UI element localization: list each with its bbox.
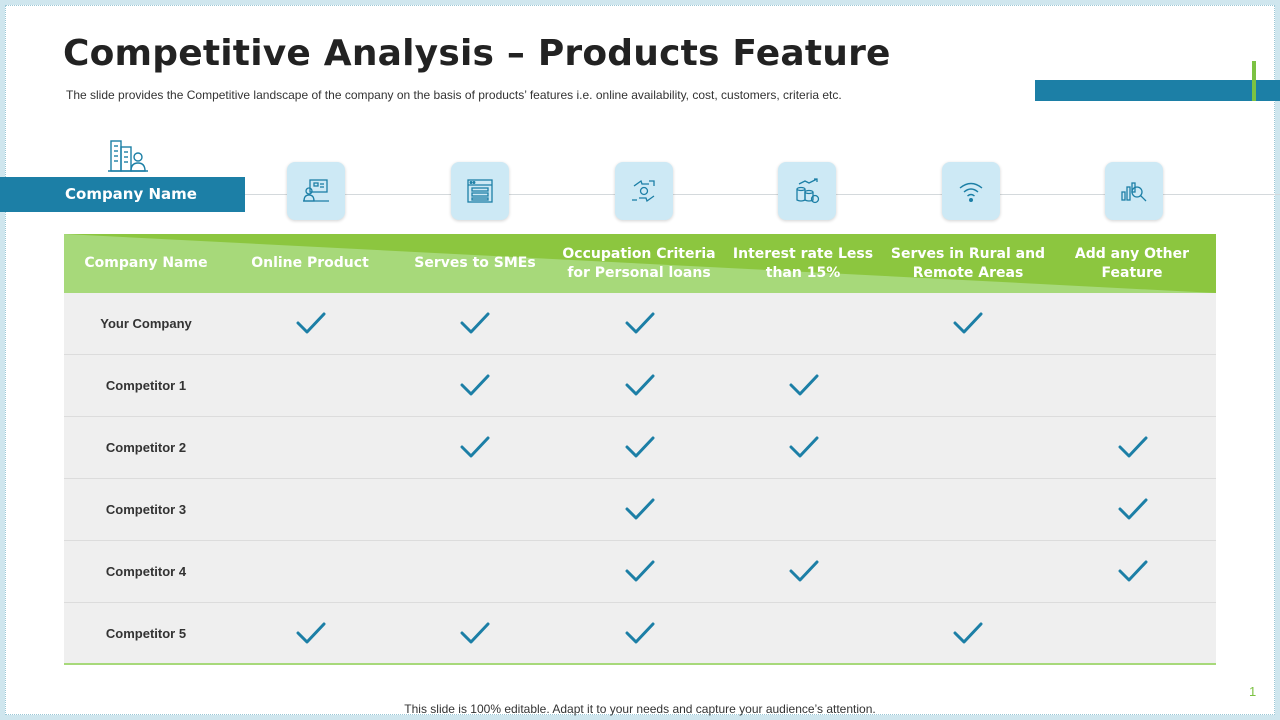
- row-company-name: Competitor 4: [105, 564, 187, 579]
- checkmark-icon: [460, 312, 490, 334]
- checkmark-icon: [789, 436, 819, 458]
- hand-money-exchange-icon: [632, 179, 655, 203]
- checkmark-icon: [460, 436, 490, 458]
- column-header-company: Company Name: [84, 255, 208, 271]
- table-row: Your Company: [64, 293, 1216, 355]
- page-subtitle: The slide provides the Competitive lands…: [66, 88, 842, 102]
- table-row: Competitor 4: [64, 541, 1216, 603]
- building-person-icon: [108, 140, 148, 172]
- checkmark-icon: [789, 560, 819, 582]
- table-row: Competitor 2: [64, 417, 1216, 479]
- checkmark-icon: [1118, 498, 1148, 520]
- feature-icon-tile: [451, 162, 509, 220]
- table-row: Competitor 3: [64, 479, 1216, 541]
- checkmark-icon: [953, 312, 983, 334]
- footer-note: This slide is 100% editable. Adapt it to…: [404, 702, 876, 716]
- feature-icon-tile: [942, 162, 1000, 220]
- checkmark-icon: [625, 498, 655, 520]
- company-name-bar: Company Name: [0, 177, 245, 212]
- column-header-online-product: Online Product: [251, 255, 369, 271]
- online-presenter-icon: [303, 179, 329, 202]
- checkmark-icon: [460, 622, 490, 644]
- column-header-other-feature: Add any Other Feature: [1074, 245, 1190, 281]
- row-company-name: Competitor 3: [105, 502, 187, 517]
- row-company-name: Your Company: [100, 316, 192, 331]
- table-row: Competitor 5: [64, 603, 1216, 665]
- checkmark-icon: [789, 374, 819, 396]
- chart-magnifier-icon: [1121, 182, 1147, 202]
- feature-comparison-table: Company Name Online Product Serves to SM…: [64, 234, 1216, 665]
- accent-tick: [1252, 61, 1256, 101]
- coins-growth-icon: [796, 178, 820, 204]
- page-title: Competitive Analysis – Products Feature: [63, 33, 891, 74]
- feature-icon-tile: [615, 162, 673, 220]
- table-row: Competitor 1: [64, 355, 1216, 417]
- accent-bar: [1035, 80, 1280, 101]
- checkmark-icon: [1118, 436, 1148, 458]
- row-company-name: Competitor 1: [105, 378, 187, 393]
- table-header: Company Name Online Product Serves to SM…: [64, 234, 1216, 293]
- page-number: 1: [1249, 684, 1257, 699]
- feature-icon-tile: [287, 162, 345, 220]
- checkmark-icon: [625, 312, 655, 334]
- checkmark-icon: [625, 560, 655, 582]
- row-company-name: Competitor 2: [105, 440, 187, 455]
- checkmark-icon: [296, 622, 326, 644]
- browser-window-icon: [467, 179, 493, 203]
- checkmark-icon: [625, 374, 655, 396]
- checkmark-icon: [460, 374, 490, 396]
- row-company-name: Competitor 5: [105, 625, 187, 641]
- feature-icon-tile: [778, 162, 836, 220]
- checkmark-icon: [625, 436, 655, 458]
- feature-icon-tile: [1105, 162, 1163, 220]
- column-header-rural-areas: Serves in Rural and Remote Areas: [890, 245, 1046, 281]
- checkmark-icon: [625, 622, 655, 644]
- checkmark-icon: [296, 312, 326, 334]
- checkmark-icon: [953, 622, 983, 644]
- column-header-occupation-criteria: Occupation Criteria for Personal loans: [562, 245, 716, 281]
- divider-line: [245, 194, 1280, 195]
- header-shade: [64, 234, 1216, 293]
- column-header-serves-smes: Serves to SMEs: [414, 255, 536, 271]
- column-header-interest-rate: Interest rate Less than 15%: [732, 245, 874, 281]
- checkmark-icon: [1118, 560, 1148, 582]
- wifi-signal-icon: [959, 182, 983, 203]
- table-body: Your Company Competitor 1 Competitor 2 Comp…: [64, 293, 1216, 665]
